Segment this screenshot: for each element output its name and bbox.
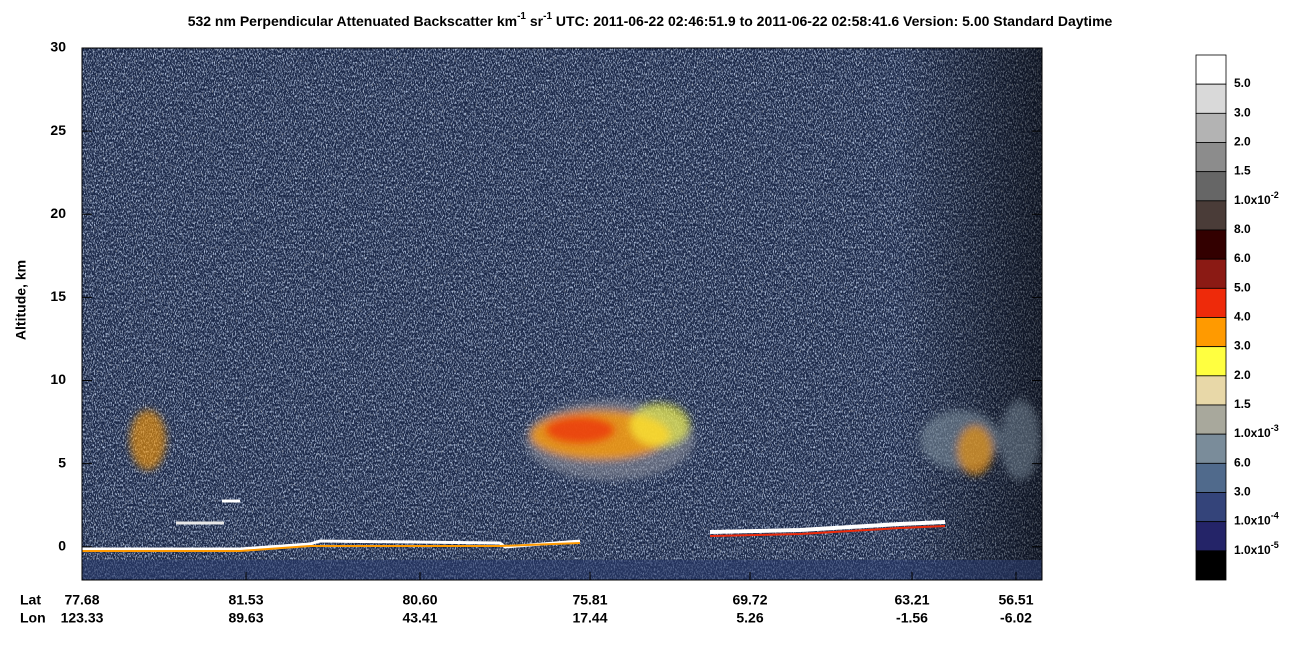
colorbar-label-base: 8.0 xyxy=(1234,222,1251,236)
surface-line xyxy=(82,539,581,551)
colorbar-label-base: 5.0 xyxy=(1234,281,1251,295)
colorbar-swatch xyxy=(1195,200,1227,231)
colorbar-label: 3.0 xyxy=(1234,106,1251,120)
x-tick-label: 43.41 xyxy=(402,610,437,626)
x-tick-label: 17.44 xyxy=(572,610,607,626)
colorbar-swatch xyxy=(1195,112,1227,143)
colorbar-label: 1.0x10-3 xyxy=(1234,424,1279,441)
colorbar-swatch xyxy=(1195,258,1227,289)
colorbar-label: 1.5 xyxy=(1234,164,1251,178)
colorbar-label-base: 2.0 xyxy=(1234,135,1251,149)
colorbar-swatch xyxy=(1195,229,1227,260)
colorbar-label-exponent: -4 xyxy=(1271,511,1279,521)
colorbar-label-base: 1.0x10 xyxy=(1234,426,1271,440)
colorbar-swatch xyxy=(1195,346,1227,377)
x-tick-label: 89.63 xyxy=(228,610,263,626)
colorbar-label-base: 3.0 xyxy=(1234,485,1251,499)
colorbar-label-base: 1.5 xyxy=(1234,164,1251,178)
title-exponent: -1 xyxy=(543,11,552,22)
x-tick-label: 56.51 xyxy=(998,592,1033,608)
colorbar-label: 1.5 xyxy=(1234,397,1251,411)
surface-line xyxy=(709,525,946,537)
colorbar-label-base: 1.0x10 xyxy=(1234,543,1271,557)
surface-line xyxy=(709,520,946,534)
colorbar-label: 1.0x10-5 xyxy=(1234,540,1279,557)
colorbar-label-exponent: -3 xyxy=(1271,424,1279,434)
x-tick-label: 75.81 xyxy=(572,592,607,608)
y-tick-label: 20 xyxy=(50,205,66,221)
colorbar: 5.03.02.01.51.0x10-28.06.05.04.03.02.01.… xyxy=(1195,54,1279,581)
axes: 0 5 10 15 20 25 30 Lat 77.68 81.53 80.60 75.81 69.72… xyxy=(20,39,1042,626)
surface-line xyxy=(82,542,581,552)
colorbar-swatch xyxy=(1195,287,1227,318)
colorbar-label-base: 6.0 xyxy=(1234,456,1251,470)
colorbar-label: 4.0 xyxy=(1234,310,1251,324)
colorbar-label-base: 1.0x10 xyxy=(1234,193,1271,207)
colorbar-swatch xyxy=(1195,171,1227,202)
y-axis-label: Altitude, km xyxy=(13,260,29,340)
colorbar-label-exponent: -5 xyxy=(1271,540,1279,550)
colorbar-swatch xyxy=(1195,142,1227,173)
colorbar-label-base: 3.0 xyxy=(1234,339,1251,353)
plot-area xyxy=(81,47,1043,581)
colorbar-label: 5.0 xyxy=(1234,76,1251,90)
colorbar-swatch xyxy=(1195,550,1227,581)
colorbar-label-base: 3.0 xyxy=(1234,106,1251,120)
title-part: sr xyxy=(526,13,544,29)
colorbar-label: 8.0 xyxy=(1234,222,1251,236)
colorbar-label-base: 6.0 xyxy=(1234,251,1251,265)
y-tick-label: 25 xyxy=(50,122,66,138)
subsurface xyxy=(82,560,1042,580)
colorbar-label: 3.0 xyxy=(1234,339,1251,353)
x-row-name: Lon xyxy=(20,610,46,626)
colorbar-label: 6.0 xyxy=(1234,456,1251,470)
title-exponent: -1 xyxy=(517,11,526,22)
colorbar-label-base: 2.0 xyxy=(1234,368,1251,382)
x-tick-label: 81.53 xyxy=(228,592,263,608)
y-tick-label: 10 xyxy=(50,371,66,387)
y-tick-label: 0 xyxy=(58,537,66,553)
colorbar-label: 5.0 xyxy=(1234,281,1251,295)
title-part: 532 nm Perpendicular Attenuated Backscat… xyxy=(188,13,517,29)
chart-title: 532 nm Perpendicular Attenuated Backscat… xyxy=(188,11,1113,29)
edge-shade xyxy=(82,48,1042,580)
y-tick-label: 15 xyxy=(50,288,66,304)
x-tick-label: 69.72 xyxy=(732,592,767,608)
y-tick-label: 30 xyxy=(50,39,66,55)
x-tick-label: 123.33 xyxy=(61,610,104,626)
colorbar-label-base: 4.0 xyxy=(1234,310,1251,324)
colorbar-swatch xyxy=(1195,83,1227,114)
colorbar-swatch xyxy=(1195,375,1227,406)
colorbar-swatch xyxy=(1195,404,1227,435)
x-tick-label: 77.68 xyxy=(64,592,99,608)
plot-frame xyxy=(81,47,1043,581)
y-tick-label: 5 xyxy=(58,454,66,470)
colorbar-label-base: 1.5 xyxy=(1234,397,1251,411)
x-tick-label: 80.60 xyxy=(402,592,437,608)
colorbar-label: 1.0x10-4 xyxy=(1234,511,1279,528)
x-tick-label: -6.02 xyxy=(1000,610,1032,626)
cloud-layers xyxy=(130,400,1040,480)
colorbar-label-base: 5.0 xyxy=(1234,76,1251,90)
colorbar-label-exponent: -2 xyxy=(1271,190,1279,200)
x-tick-label: -1.56 xyxy=(896,610,928,626)
colorbar-swatch xyxy=(1195,462,1227,493)
x-tick-label: 63.21 xyxy=(894,592,929,608)
colorbar-swatch xyxy=(1195,492,1227,523)
title-part: UTC: 2011-06-22 02:46:51.9 to 2011-06-22… xyxy=(552,13,1113,29)
colorbar-label: 2.0 xyxy=(1234,135,1251,149)
colorbar-swatch xyxy=(1195,521,1227,552)
colorbar-label-base: 1.0x10 xyxy=(1234,514,1271,528)
colorbar-label: 2.0 xyxy=(1234,368,1251,382)
colorbar-swatch xyxy=(1195,317,1227,348)
colorbar-label: 3.0 xyxy=(1234,485,1251,499)
colorbar-label: 6.0 xyxy=(1234,251,1251,265)
x-tick-label: 5.26 xyxy=(736,610,763,626)
colorbar-label: 1.0x10-2 xyxy=(1234,190,1279,207)
x-row-name: Lat xyxy=(20,592,41,608)
colorbar-swatch xyxy=(1195,54,1227,85)
colorbar-swatch xyxy=(1195,433,1227,464)
